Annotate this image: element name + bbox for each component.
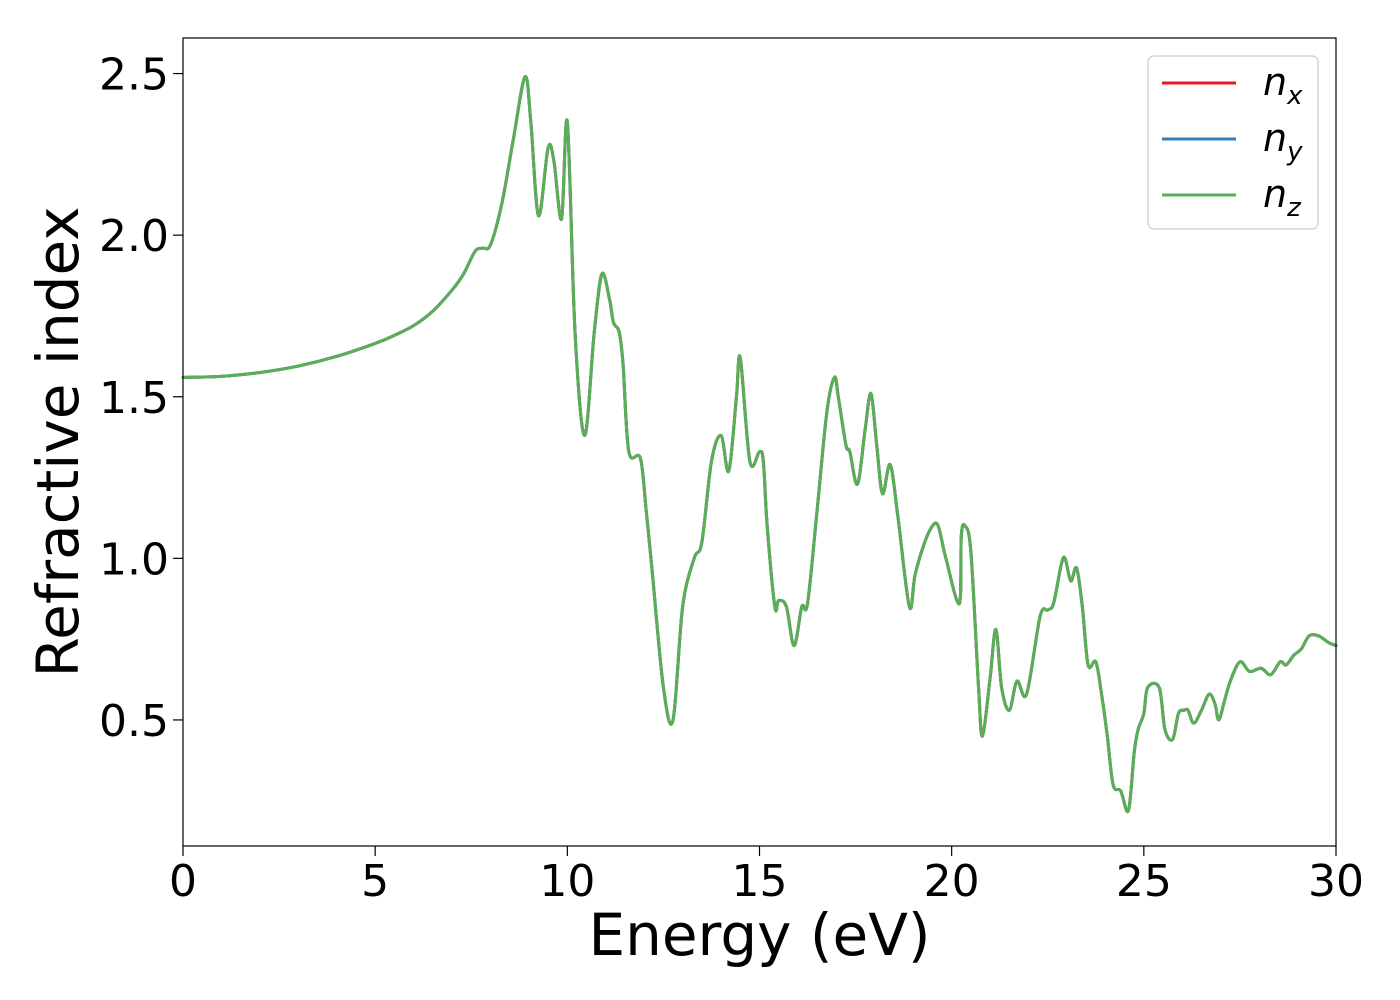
y-tick-label: 1.5 bbox=[99, 373, 169, 424]
y-tick-label: 0.5 bbox=[99, 696, 169, 747]
x-axis-ticks: 0 5 10 15 20 25 30 bbox=[169, 846, 1364, 907]
x-tick-label: 10 bbox=[539, 856, 595, 907]
x-tick-label: 25 bbox=[1116, 856, 1172, 907]
legend-box bbox=[1147, 55, 1319, 230]
y-tick-label: 1.0 bbox=[99, 534, 169, 585]
y-tick-label: 2.5 bbox=[99, 50, 169, 101]
x-tick-label: 30 bbox=[1308, 856, 1364, 907]
x-tick-label: 5 bbox=[361, 856, 389, 907]
x-tick-label: 0 bbox=[169, 856, 197, 907]
x-tick-label: 20 bbox=[924, 856, 980, 907]
legend-label-3: nz bbox=[1263, 172, 1302, 223]
series-line-3 bbox=[181, 75, 1338, 814]
x-tick-label: 15 bbox=[732, 856, 788, 907]
x-axis-label: Energy (eV) bbox=[588, 901, 930, 969]
y-axis-ticks: 0.5 1.0 1.5 2.0 2.5 bbox=[99, 50, 183, 747]
legend-label-2: ny bbox=[1263, 116, 1303, 167]
y-tick-label: 2.0 bbox=[99, 211, 169, 262]
series-layer bbox=[181, 75, 1338, 814]
y-axis-label: Refractive index bbox=[24, 206, 92, 677]
legend-label-1: nx bbox=[1263, 60, 1303, 111]
